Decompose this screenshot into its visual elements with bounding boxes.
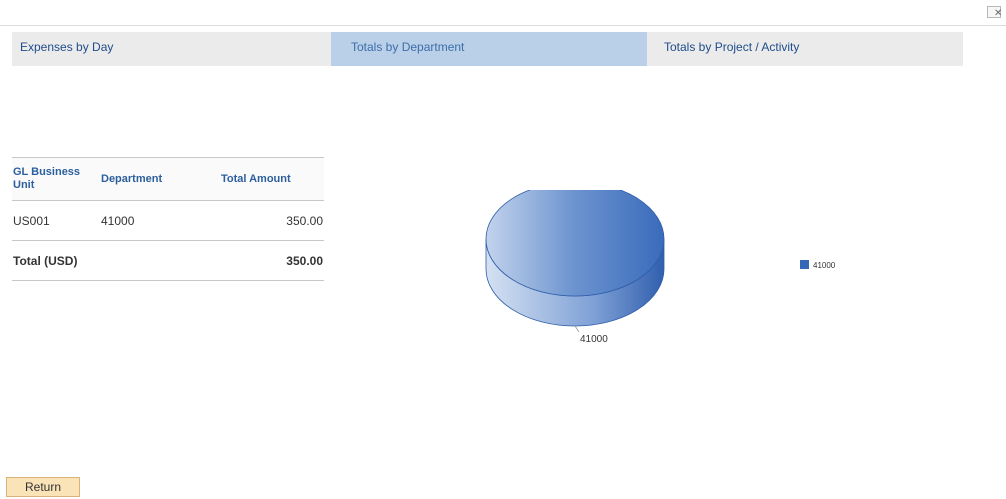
tab-totals-by-department[interactable]: Totals by Department xyxy=(331,32,647,66)
total-row: Total (USD) 350.00 xyxy=(12,240,324,281)
cell-total-amount: 350.00 xyxy=(221,200,324,241)
pie-slice-41000[interactable] xyxy=(485,190,665,297)
cell-business-unit: US001 xyxy=(12,200,101,241)
tab-expenses-by-day[interactable]: Expenses by Day xyxy=(20,40,114,54)
pie-label-leader-line xyxy=(574,325,580,333)
pie-slice-label: 41000 xyxy=(580,334,608,345)
header-total-amount[interactable]: Total Amount xyxy=(221,157,324,201)
total-label: Total (USD) xyxy=(12,240,101,281)
total-empty-cell xyxy=(101,240,221,281)
header-gl-business-unit[interactable]: GL Business Unit xyxy=(12,157,101,201)
legend-swatch xyxy=(800,260,809,269)
legend-label: 41000 xyxy=(813,261,836,270)
header-department[interactable]: Department xyxy=(101,157,221,201)
department-totals-grid: GL Business Unit Department Total Amount… xyxy=(12,157,324,281)
title-bar: ✕ xyxy=(0,0,1006,26)
grid-header-row: GL Business Unit Department Total Amount xyxy=(12,157,324,201)
close-icon[interactable]: ✕ xyxy=(987,6,1002,19)
tab-totals-by-project-activity[interactable]: Totals by Project / Activity xyxy=(664,40,800,54)
tab-bar: Expenses by Day Totals by Department Tot… xyxy=(12,32,963,66)
cell-department: 41000 xyxy=(101,200,221,241)
return-button[interactable]: Return xyxy=(6,477,80,497)
table-row: US001 41000 350.00 xyxy=(12,200,324,241)
total-amount: 350.00 xyxy=(221,240,324,281)
department-pie-chart: 41000 41000 xyxy=(485,190,836,345)
